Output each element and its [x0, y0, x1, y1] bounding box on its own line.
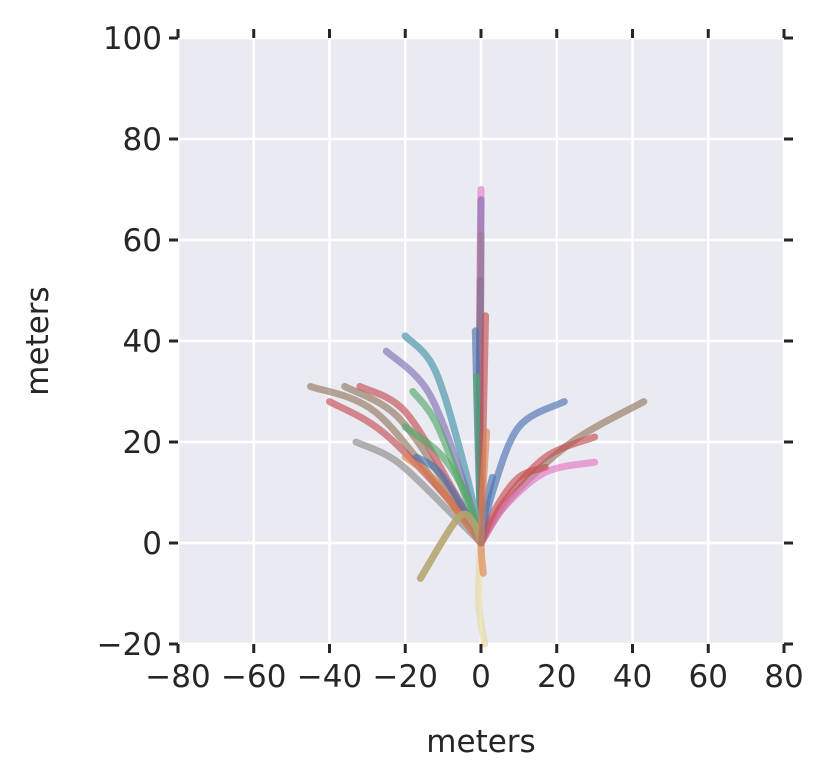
y-tick-labels: −20 0 20 40 60 80 100: [97, 21, 162, 663]
y-axis-title: meters: [20, 286, 56, 395]
x-axis-title: meters: [426, 724, 535, 760]
trajectory-line-22: [477, 539, 487, 577]
x-tick-labels: −80 −60 −40 −20 0 20 40 60 80: [145, 659, 803, 695]
axis-ticks: [169, 29, 793, 653]
y-tick-label-2: 20: [123, 425, 162, 461]
x-tick-label-3: −20: [373, 659, 438, 695]
y-tick-label-0: −20: [97, 627, 162, 663]
trajectory-line-29: [477, 428, 491, 547]
y-tick-label-6: 100: [103, 21, 162, 57]
x-tick-label-6: 40: [613, 659, 652, 695]
trajectory-line-27: [477, 463, 549, 547]
x-tick-label-2: −40: [297, 659, 362, 695]
x-tick-label-1: −60: [221, 659, 286, 695]
x-tick-label-7: 60: [689, 659, 728, 695]
y-tick-label-1: 0: [142, 526, 162, 562]
x-tick-label-4: 0: [471, 659, 491, 695]
y-tick-label-3: 40: [123, 324, 162, 360]
y-tick-label-4: 60: [123, 223, 162, 259]
y-tick-label-5: 80: [123, 122, 162, 158]
trajectory-line-17: [401, 453, 485, 547]
trajectory-series: [307, 186, 648, 648]
x-tick-label-8: 80: [764, 659, 803, 695]
x-tick-label-5: 20: [537, 659, 576, 695]
x-tick-label-0: −80: [145, 659, 210, 695]
